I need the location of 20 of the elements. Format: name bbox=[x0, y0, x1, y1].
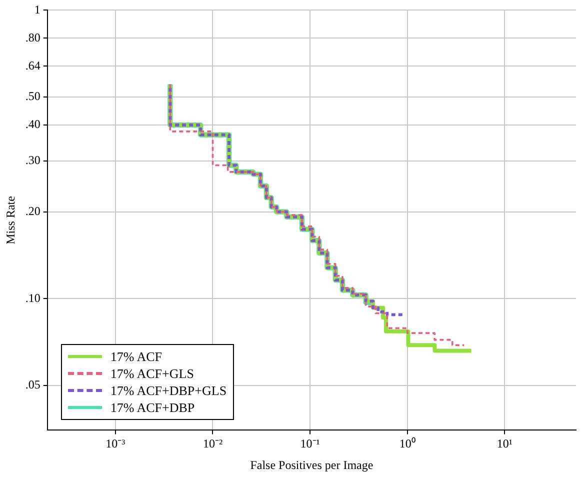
y-tick-label: .20 bbox=[25, 204, 40, 218]
legend-label: 17% ACF+GLS bbox=[110, 366, 194, 382]
y-axis-title: Miss Rate bbox=[3, 196, 18, 244]
legend-label: 17% ACF+DBP bbox=[110, 400, 195, 416]
x-tick-label: 10⁻² bbox=[202, 436, 223, 451]
x-tick-label: 10⁻¹ bbox=[300, 436, 320, 451]
x-tick-label: 10⁰ bbox=[399, 436, 416, 451]
x-tick-label: 10⁻³ bbox=[106, 436, 126, 451]
y-tick-label: .40 bbox=[25, 117, 40, 132]
y-tick-label: .80 bbox=[25, 30, 40, 44]
y-tick-label: .50 bbox=[25, 89, 40, 104]
y-tick-label: .30 bbox=[25, 153, 40, 168]
y-tick-label: 1 bbox=[34, 2, 40, 16]
legend-label: 17% ACF+DBP+GLS bbox=[110, 382, 227, 399]
legend-label: 17% ACF bbox=[110, 348, 162, 365]
x-axis-title: False Positives per Image bbox=[250, 458, 374, 472]
y-tick-label: .64 bbox=[25, 58, 40, 72]
x-tick-label: 10¹ bbox=[496, 436, 513, 451]
y-tick-label: .10 bbox=[25, 290, 40, 305]
y-tick-label: .05 bbox=[25, 378, 40, 392]
